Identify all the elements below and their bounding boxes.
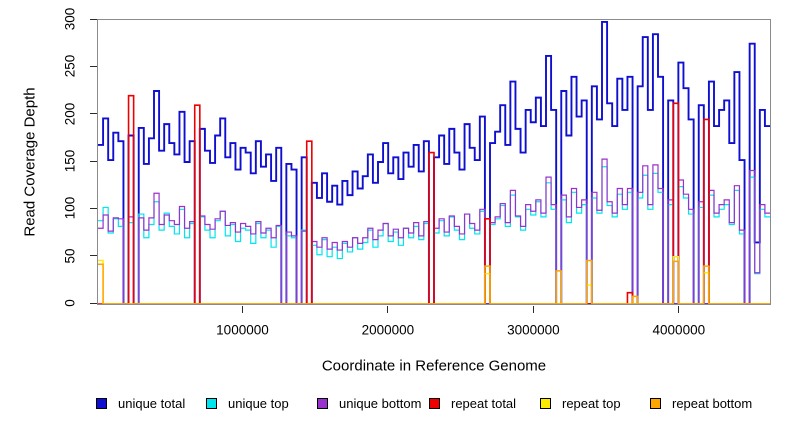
- y-axis-title: Read Coverage Depth: [21, 87, 39, 237]
- legend-swatch-repeat-total: [429, 398, 440, 409]
- x-tick-label: 4000000: [652, 322, 706, 338]
- legend-label: repeat total: [451, 396, 517, 411]
- plot-area: [97, 19, 771, 305]
- legend-swatch-unique-bottom: [317, 398, 328, 409]
- legend-item-unique-top: unique top: [206, 397, 289, 411]
- legend-label: repeat bottom: [672, 396, 753, 411]
- y-axis-tick: [90, 255, 97, 257]
- y-tick-label: 100: [62, 197, 78, 220]
- x-axis-tick: [678, 306, 680, 313]
- legend-label: unique total: [118, 396, 186, 411]
- y-axis-tick: [90, 160, 97, 162]
- legend-item-repeat-total: repeat total: [429, 397, 516, 411]
- x-axis-tick: [387, 306, 389, 313]
- y-axis-tick: [90, 113, 97, 115]
- y-axis-tick: [90, 302, 97, 304]
- plot-lines: [98, 20, 770, 304]
- legend-label: unique top: [228, 396, 289, 411]
- legend-item-unique-total: unique total: [96, 397, 185, 411]
- legend-item-unique-bottom: unique bottom: [317, 397, 421, 411]
- y-tick-label: 200: [62, 102, 78, 125]
- legend-label: repeat top: [562, 396, 621, 411]
- legend-swatch-repeat-bottom: [650, 398, 661, 409]
- y-axis-tick: [90, 207, 97, 209]
- x-axis-tick: [241, 306, 243, 313]
- x-axis-tick: [532, 306, 534, 313]
- x-tick-label: 1000000: [216, 322, 269, 338]
- y-tick-label: 0: [62, 299, 78, 307]
- x-axis-title: Coordinate in Reference Genome: [321, 357, 547, 375]
- legend-swatch-repeat-top: [540, 398, 551, 409]
- y-tick-label: 150: [62, 149, 78, 173]
- y-tick-label: 250: [62, 55, 78, 78]
- legend-swatch-unique-total: [96, 398, 107, 409]
- y-axis-tick: [90, 65, 97, 67]
- legend-swatch-unique-top: [206, 398, 217, 409]
- y-axis-tick: [90, 18, 97, 20]
- y-tick-label: 50: [62, 248, 78, 264]
- legend-item-repeat-bottom: repeat bottom: [650, 397, 752, 411]
- x-tick-label: 3000000: [507, 322, 560, 338]
- x-tick-label: 2000000: [361, 322, 415, 338]
- y-tick-label: 300: [62, 7, 78, 31]
- legend-label: unique bottom: [339, 396, 422, 411]
- legend-item-repeat-top: repeat top: [540, 397, 621, 411]
